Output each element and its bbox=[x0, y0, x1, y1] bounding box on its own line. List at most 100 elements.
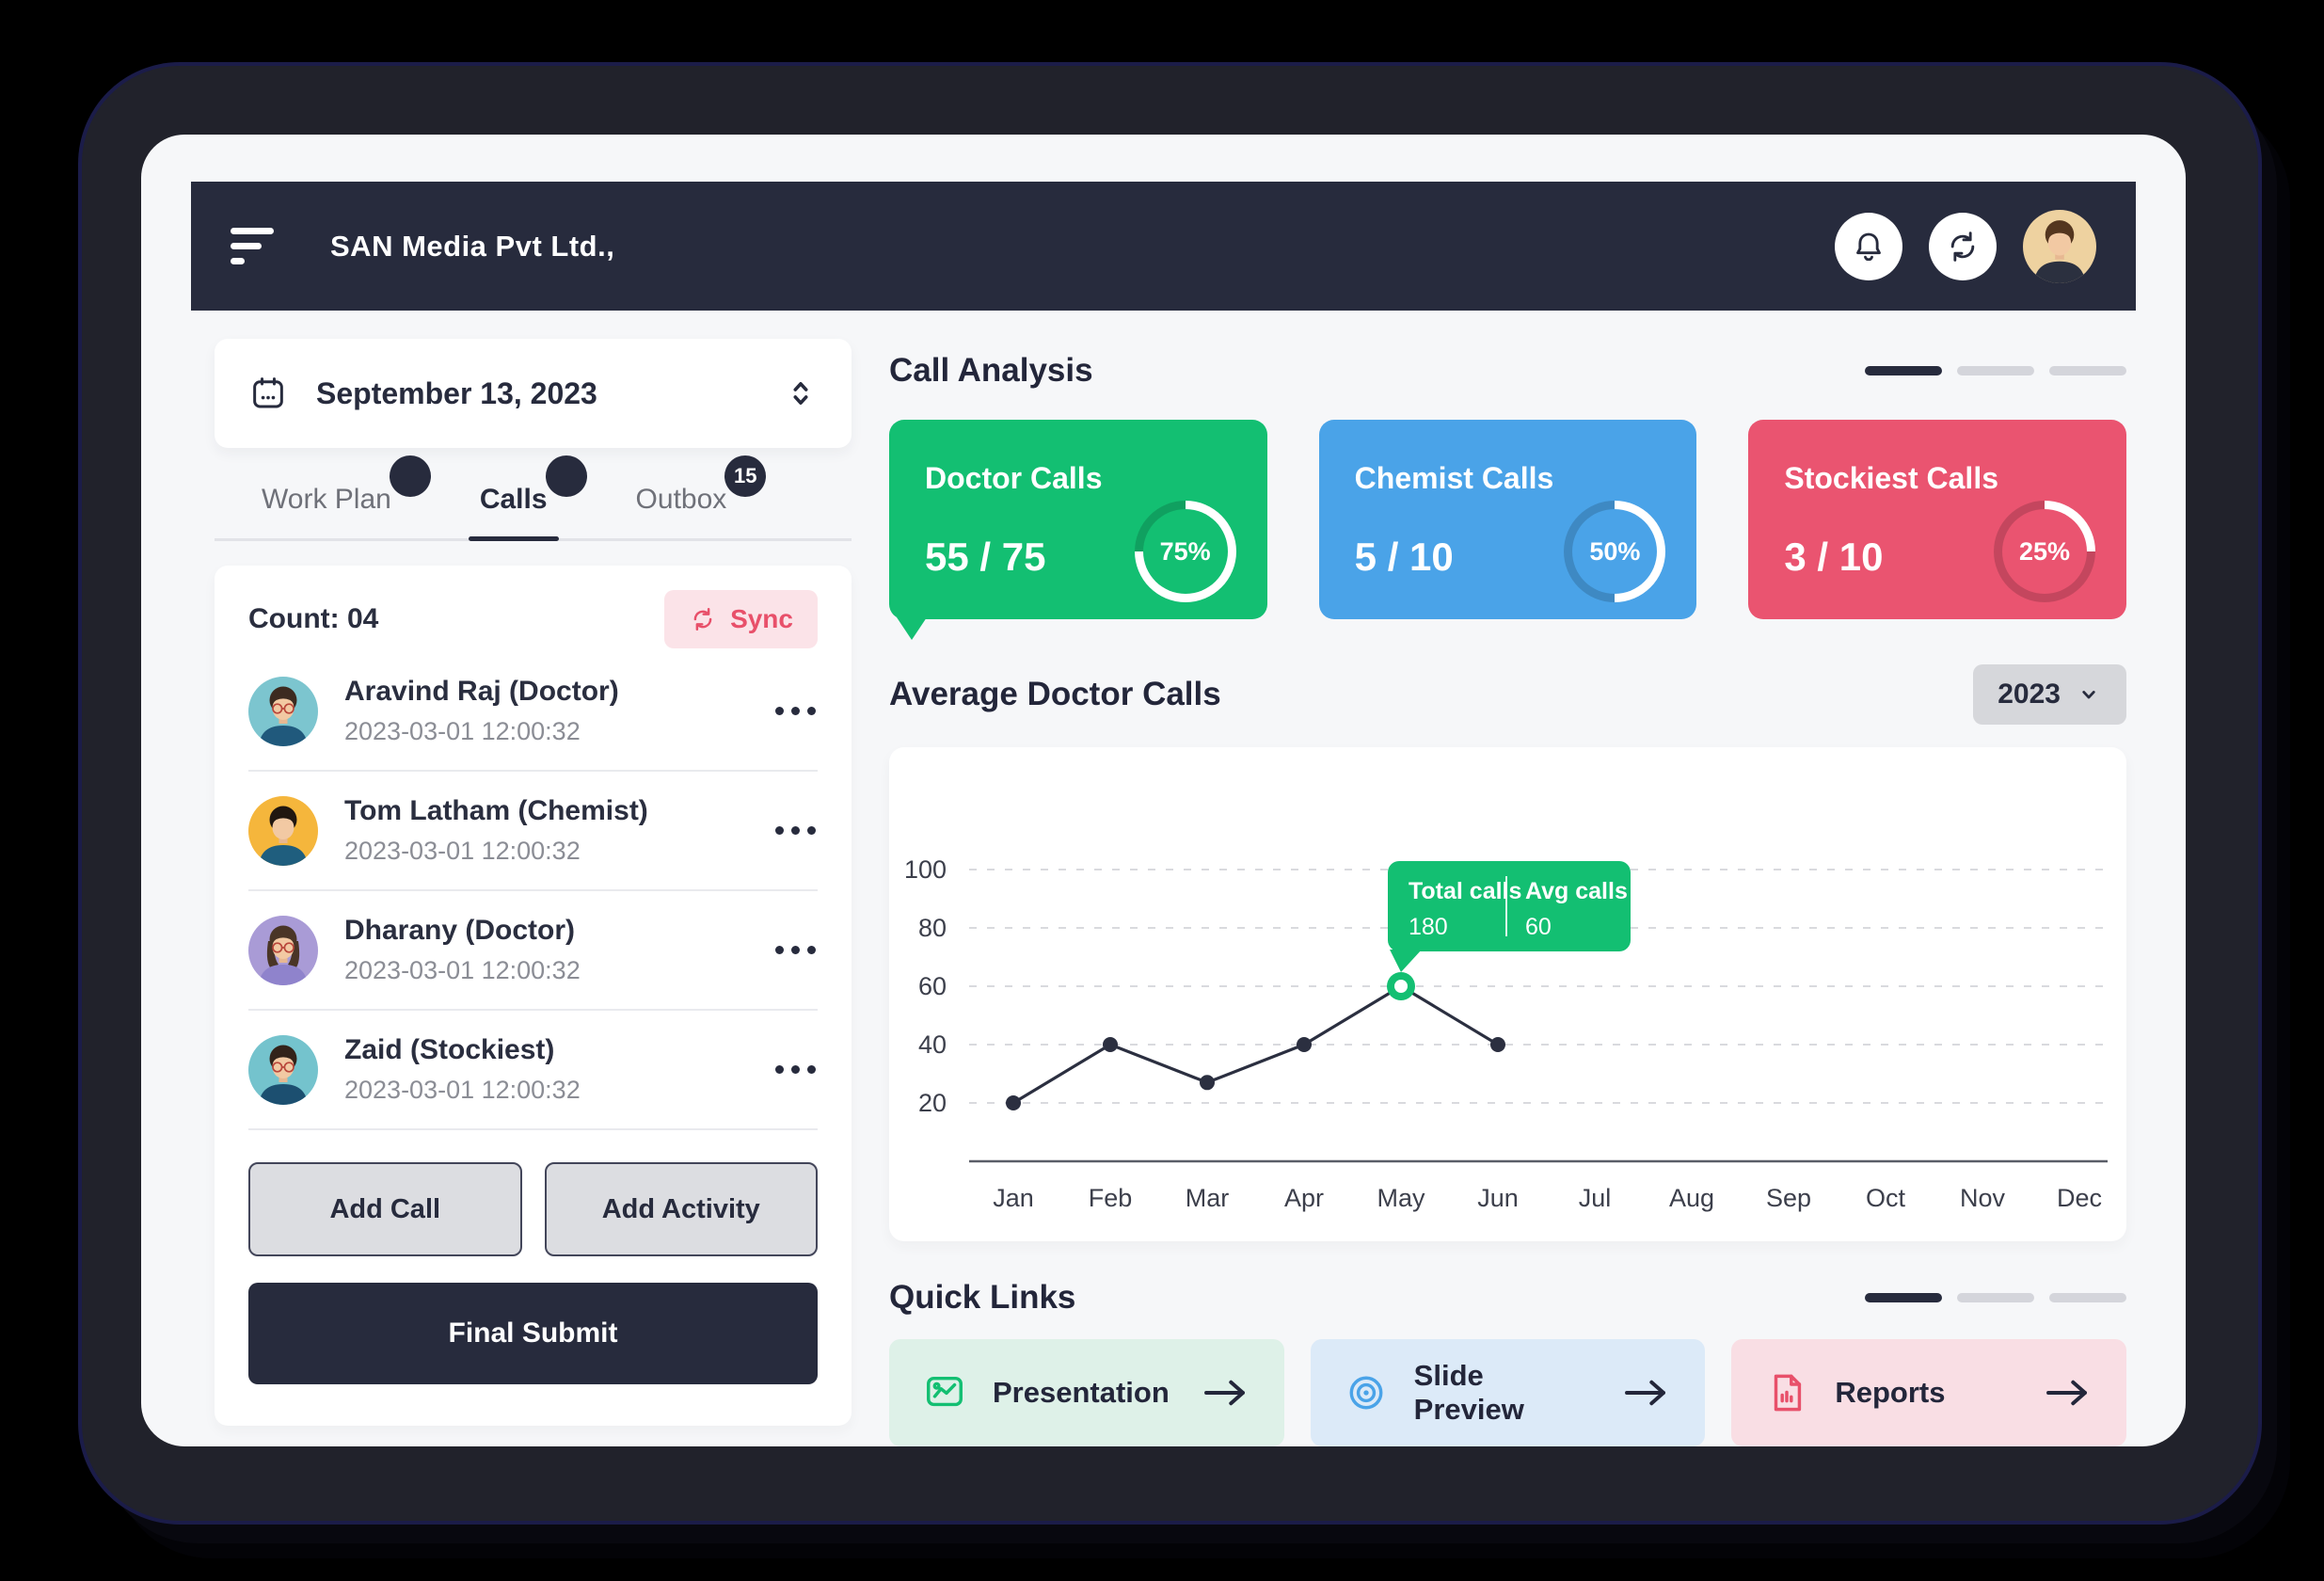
contact-name: Dharany (Doctor) bbox=[344, 915, 576, 946]
average-calls-chart-card: 20 40 60 80 100 Jan Feb Mar Apr May Jun Jul Aug Sep Oc… bbox=[889, 747, 2126, 1241]
quick-links: Presentation Slide Preview Reports bbox=[889, 1339, 2127, 1446]
hamburger-menu-icon[interactable] bbox=[231, 228, 276, 264]
average-calls-header: Average Doctor Calls 2023 bbox=[889, 664, 2126, 725]
carousel-dash[interactable] bbox=[1957, 1293, 2034, 1302]
sync-button[interactable]: Sync bbox=[664, 590, 818, 648]
tab-calls[interactable]: Calls bbox=[468, 455, 587, 541]
contact-avatar bbox=[248, 676, 318, 746]
more-options-icon[interactable] bbox=[773, 817, 818, 844]
more-options-icon[interactable] bbox=[773, 697, 818, 725]
quick-link-reports[interactable]: Reports bbox=[1731, 1339, 2127, 1446]
dashboard-panel: Call Analysis Doctor Calls 55 / 75 75% C… bbox=[889, 339, 2127, 1446]
progress-ring: 75% bbox=[1134, 501, 1236, 602]
call-analysis-title: Call Analysis bbox=[889, 352, 1093, 389]
call-list-item[interactable]: Tom Latham (Chemist) 2023-03-01 12:00:32 bbox=[248, 772, 818, 891]
more-options-icon[interactable] bbox=[773, 1056, 818, 1083]
gridlines: 20 40 60 80 100 bbox=[904, 855, 2108, 1117]
tab-badge bbox=[545, 455, 587, 497]
arrow-right-icon bbox=[2044, 1376, 2093, 1410]
carousel-dash[interactable] bbox=[1865, 366, 1942, 375]
progress-ring: 50% bbox=[1564, 501, 1666, 602]
svg-text:Oct: Oct bbox=[1866, 1184, 1906, 1212]
progress-percent: 50% bbox=[1589, 536, 1641, 566]
quick-links-title: Quick Links bbox=[889, 1279, 1076, 1316]
tab-work-plan[interactable]: Work Plan bbox=[260, 455, 431, 538]
year-dropdown[interactable]: 2023 bbox=[1973, 664, 2126, 725]
call-text: Aravind Raj (Doctor) 2023-03-01 12:00:32 bbox=[344, 676, 619, 746]
notifications-button[interactable] bbox=[1835, 212, 1902, 280]
svg-text:Jan: Jan bbox=[993, 1184, 1034, 1212]
call-list-item[interactable]: Zaid (Stockiest) 2023-03-01 12:00:32 bbox=[248, 1011, 818, 1130]
data-points bbox=[1006, 1037, 1505, 1110]
call-list-item[interactable]: Aravind Raj (Doctor) 2023-03-01 12:00:32 bbox=[248, 652, 818, 772]
quick-link-label: Slide Preview bbox=[1413, 1359, 1524, 1426]
app-screen: SAN Media Pvt Ltd., bbox=[141, 135, 2186, 1446]
refresh-button[interactable] bbox=[1929, 212, 1997, 280]
app-header: SAN Media Pvt Ltd., bbox=[191, 182, 2136, 311]
count-row: Count: 04 Sync bbox=[248, 590, 818, 648]
arrow-right-icon bbox=[1622, 1376, 1671, 1410]
call-analysis-header: Call Analysis bbox=[889, 352, 2126, 390]
carousel-indicator bbox=[1865, 366, 2126, 375]
svg-text:20: 20 bbox=[918, 1089, 947, 1117]
profile-avatar[interactable] bbox=[2023, 209, 2096, 283]
svg-text:180: 180 bbox=[1409, 914, 1448, 940]
quick-link-slide-preview[interactable]: Slide Preview bbox=[1310, 1339, 1706, 1446]
stat-card-title: Chemist Calls bbox=[1354, 461, 1554, 495]
main-content: September 13, 2023 Work Plan Calls Outbo… bbox=[215, 339, 2127, 1446]
add-activity-button[interactable]: Add Activity bbox=[544, 1162, 818, 1256]
tab-label: Work Plan bbox=[262, 484, 391, 515]
svg-text:Dec: Dec bbox=[2057, 1184, 2102, 1212]
sync-label: Sync bbox=[730, 604, 793, 633]
svg-text:100: 100 bbox=[904, 855, 947, 884]
sync-icon bbox=[693, 608, 712, 631]
call-list-item[interactable]: Dharany (Doctor) 2023-03-01 12:00:32 bbox=[248, 891, 818, 1011]
chevron-down-icon bbox=[2082, 691, 2095, 699]
contact-avatar bbox=[248, 915, 318, 985]
carousel-indicator bbox=[1865, 1293, 2126, 1302]
calls-list-card: Count: 04 Sync bbox=[215, 566, 852, 1426]
call-timestamp: 2023-03-01 12:00:32 bbox=[344, 717, 581, 745]
call-analysis-card: Doctor Calls 55 / 75 75% bbox=[889, 420, 1267, 640]
action-buttons: Add Call Add Activity bbox=[248, 1162, 818, 1256]
svg-text:Sep: Sep bbox=[1766, 1184, 1811, 1212]
call-analysis-cards: Doctor Calls 55 / 75 75% Chemist Calls 5… bbox=[889, 420, 2127, 640]
add-call-button[interactable]: Add Call bbox=[248, 1162, 522, 1256]
svg-text:60: 60 bbox=[918, 972, 947, 1000]
carousel-dash[interactable] bbox=[1865, 1293, 1942, 1302]
carousel-dash[interactable] bbox=[2049, 1293, 2126, 1302]
quick-links-header: Quick Links bbox=[889, 1279, 2126, 1317]
svg-text:Total calls: Total calls bbox=[1409, 878, 1521, 904]
call-count: Count: 04 bbox=[248, 603, 379, 634]
call-timestamp: 2023-03-01 12:00:32 bbox=[344, 956, 581, 984]
final-submit-button[interactable]: Final Submit bbox=[248, 1283, 818, 1384]
average-calls-title: Average Doctor Calls bbox=[889, 676, 1221, 712]
chart-tooltip: Total calls 180 Avg calls 60 bbox=[1388, 861, 1631, 972]
call-text: Dharany (Doctor) 2023-03-01 12:00:32 bbox=[344, 915, 581, 985]
svg-text:Nov: Nov bbox=[1960, 1184, 2006, 1212]
contact-name: Zaid (Stockiest) bbox=[344, 1034, 555, 1065]
tab-badge: 15 bbox=[724, 455, 767, 497]
carousel-dash[interactable] bbox=[1957, 366, 2034, 375]
header-actions bbox=[1835, 209, 2096, 283]
date-picker[interactable]: September 13, 2023 bbox=[215, 339, 852, 448]
svg-text:May: May bbox=[1377, 1184, 1425, 1212]
svg-text:40: 40 bbox=[918, 1030, 947, 1059]
quick-link-presentation[interactable]: Presentation bbox=[889, 1339, 1284, 1446]
contact-avatar bbox=[248, 1034, 318, 1105]
tab-outbox[interactable]: Outbox 15 bbox=[634, 455, 767, 538]
call-text: Tom Latham (Chemist) 2023-03-01 12:00:32 bbox=[344, 795, 648, 866]
quick-link-label: Presentation bbox=[993, 1376, 1170, 1409]
progress-ring: 25% bbox=[1994, 501, 2096, 602]
more-options-icon[interactable] bbox=[773, 936, 818, 964]
chevron-up-down-icon[interactable] bbox=[784, 376, 818, 410]
call-timestamp: 2023-03-01 12:00:32 bbox=[344, 1076, 581, 1104]
arrow-right-icon bbox=[1202, 1376, 1250, 1410]
progress-percent: 75% bbox=[1159, 536, 1211, 566]
svg-text:Apr: Apr bbox=[1284, 1184, 1324, 1212]
tablet-frame: SAN Media Pvt Ltd., bbox=[82, 66, 2258, 1521]
svg-text:Avg calls: Avg calls bbox=[1525, 878, 1628, 904]
call-analysis-card: Stockiest Calls 3 / 10 25% bbox=[1748, 420, 2127, 619]
carousel-dash[interactable] bbox=[2049, 366, 2126, 375]
